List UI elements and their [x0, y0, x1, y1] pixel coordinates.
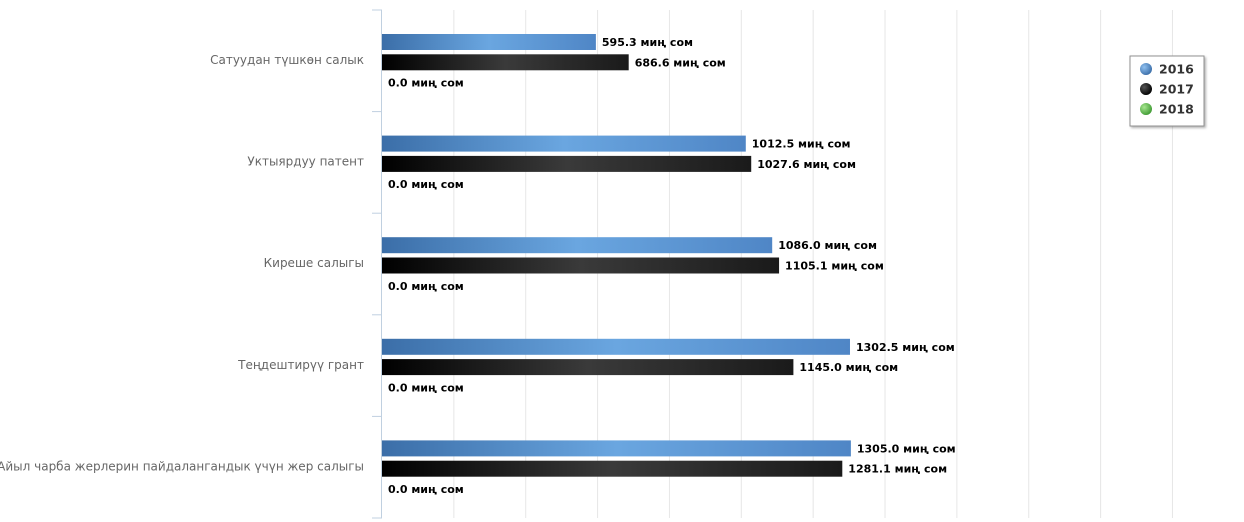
value-label: 1302.5 миң сом [856, 341, 955, 354]
value-label: 595.3 миң сом [602, 36, 693, 49]
value-label: 1305.0 миң сом [857, 442, 956, 455]
bar-2016 [382, 34, 596, 50]
category-axis [372, 9, 382, 519]
legend-marker [1140, 83, 1152, 95]
value-label: 686.6 миң сом [635, 56, 726, 69]
bar-2016 [382, 237, 773, 254]
value-label: 0.0 миң сом [388, 381, 464, 394]
legend-item-label: 2016 [1159, 62, 1194, 77]
value-label: 0.0 миң сом [388, 178, 464, 191]
value-label: 0.0 миң сом [388, 483, 464, 496]
bar-2017 [382, 54, 629, 71]
category-labels: Сатуудан түшкөн салык Уктыярдуу патент Кир… [0, 53, 364, 473]
value-label: 0.0 миң сом [388, 280, 464, 293]
value-label: 1086.0 миң сом [778, 239, 877, 252]
value-label: 1145.0 миң сом [799, 361, 898, 374]
legend-marker [1140, 103, 1152, 115]
value-label: 1281.1 миң сом [848, 463, 947, 476]
bar-2017 [382, 155, 752, 172]
value-labels: 595.3 миң сом 686.6 миң сом 0.0 миң сом 101… [388, 36, 956, 496]
legend-item-label: 2017 [1159, 82, 1194, 97]
legend-marker [1140, 63, 1152, 75]
bar-2017 [382, 359, 794, 376]
bars [382, 34, 851, 477]
bar-2017 [382, 460, 843, 477]
value-label: 1027.6 миң сом [757, 158, 856, 171]
value-label: 1105.1 миң сом [785, 260, 884, 273]
bar-2016 [382, 338, 850, 355]
value-label: 0.0 миң сом [388, 77, 464, 90]
value-label: 1012.5 миң сом [752, 138, 851, 151]
legend-item-label: 2018 [1159, 102, 1194, 117]
legend: 2016 2017 2018 [1129, 55, 1205, 127]
category-label: Сатуудан түшкөн салык [210, 53, 364, 67]
bar-2016 [382, 440, 851, 457]
bar-2017 [382, 257, 780, 274]
category-label: Уктыярдуу патент [247, 155, 364, 169]
category-label: Киреше салыгы [264, 256, 364, 270]
category-label: Теңдештирүү грант [237, 358, 364, 372]
bar-2016 [382, 135, 746, 152]
category-label: Айыл чарба жерлерин пайдалангандык үчүн … [0, 459, 364, 473]
